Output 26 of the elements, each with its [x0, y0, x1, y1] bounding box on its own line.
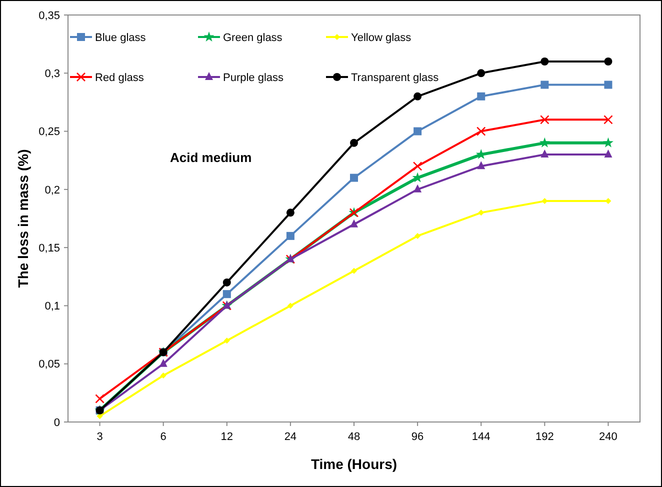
legend-label: Yellow glass: [351, 32, 412, 44]
x-tick-label: 48: [348, 431, 360, 443]
y-axis-title: The loss in mass (%): [15, 149, 31, 288]
legend-label: Green glass: [223, 32, 283, 44]
x-axis-title: Time (Hours): [310, 456, 398, 472]
y-tick-label: 0: [54, 416, 60, 429]
y-tick-label: 0,2: [44, 184, 60, 196]
y-tick-label: 0,3: [44, 68, 60, 80]
y-tick-label: 0,05: [38, 358, 60, 371]
legend-label: Red glass: [95, 72, 144, 84]
x-tick-label: 24: [284, 431, 297, 443]
x-tick-label: 12: [220, 431, 234, 443]
x-tick-label: 240: [599, 431, 618, 443]
legend-label: Transparent glass: [351, 72, 440, 84]
legend-label: Blue glass: [95, 32, 146, 44]
y-tick-label: 0,35: [38, 10, 60, 22]
annotation: Acid medium: [170, 150, 252, 165]
x-tick-label: 3: [96, 431, 103, 443]
x-tick-label: 192: [535, 431, 554, 443]
legend-label: Purple glass: [223, 72, 284, 84]
x-tick-label: 6: [160, 431, 166, 443]
y-tick-label: 0,1: [44, 300, 60, 313]
x-tick-label: 96: [411, 431, 424, 443]
y-tick-label: 0,15: [38, 242, 60, 254]
y-tick-label: 0,25: [38, 126, 60, 138]
x-tick-label: 144: [472, 431, 490, 443]
